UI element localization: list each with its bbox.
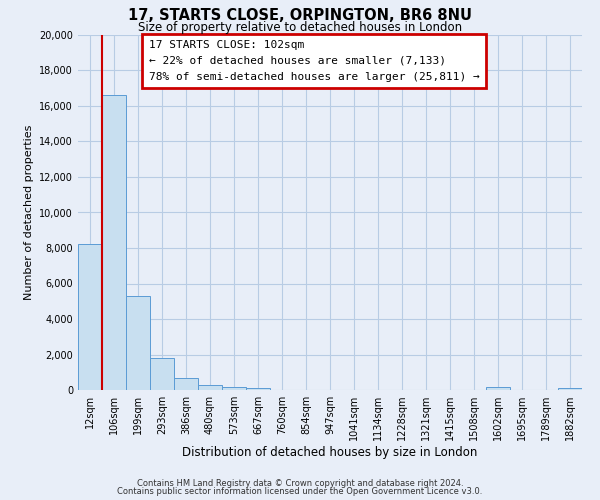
Text: Contains HM Land Registry data © Crown copyright and database right 2024.: Contains HM Land Registry data © Crown c… [137, 478, 463, 488]
X-axis label: Distribution of detached houses by size in London: Distribution of detached houses by size … [182, 446, 478, 459]
Bar [174, 378, 198, 390]
Bar [150, 358, 174, 390]
Bar [78, 244, 102, 390]
Bar [486, 388, 510, 390]
Bar [198, 384, 222, 390]
Bar [558, 388, 582, 390]
Bar [126, 296, 150, 390]
Y-axis label: Number of detached properties: Number of detached properties [24, 125, 34, 300]
Text: Size of property relative to detached houses in London: Size of property relative to detached ho… [138, 21, 462, 34]
Text: 17, STARTS CLOSE, ORPINGTON, BR6 8NU: 17, STARTS CLOSE, ORPINGTON, BR6 8NU [128, 8, 472, 22]
Text: Contains public sector information licensed under the Open Government Licence v3: Contains public sector information licen… [118, 487, 482, 496]
Bar [222, 388, 246, 390]
Text: 17 STARTS CLOSE: 102sqm
← 22% of detached houses are smaller (7,133)
78% of semi: 17 STARTS CLOSE: 102sqm ← 22% of detache… [149, 40, 479, 82]
Bar [246, 388, 270, 390]
Bar [102, 96, 126, 390]
